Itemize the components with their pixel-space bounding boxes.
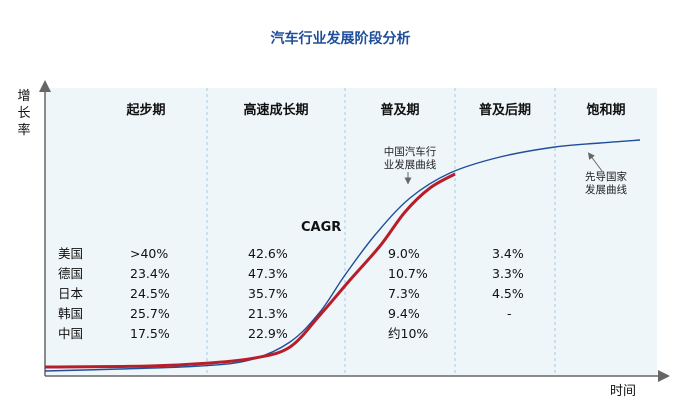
annotation-line: 业发展曲线 <box>384 158 437 171</box>
table-cell: 4.5% <box>492 286 524 301</box>
table-cell: 21.3% <box>248 306 288 321</box>
table-cell: 24.5% <box>130 286 170 301</box>
table-cell: 7.3% <box>388 286 420 301</box>
table-country: 日本 <box>58 286 84 301</box>
table-cell: 42.6% <box>248 246 288 261</box>
stage-label: 高速成长期 <box>243 102 308 118</box>
annotation-leader-arrow <box>587 152 603 172</box>
chart-title: 汽车行业发展阶段分析 <box>270 31 411 47</box>
table-cell: 25.7% <box>130 306 170 321</box>
table-cell: 3.4% <box>492 246 524 261</box>
table-cell: 17.5% <box>130 326 170 341</box>
cagr-table: 美国 >40% 42.6% 9.0% 3.4% 德国 23.4% 47.3% 10.7% 3.3%… <box>58 246 524 341</box>
annotation-china-curve: 中国汽车行业发展曲线 <box>384 145 437 171</box>
table-country: 美国 <box>58 246 83 261</box>
annotation-line: 发展曲线 <box>585 183 627 196</box>
series-china-curve <box>44 172 456 369</box>
table-country: 中国 <box>58 326 83 341</box>
stage-label: 普及后期 <box>479 102 531 118</box>
table-cell: 3.3% <box>492 266 524 281</box>
stage-label: 普及期 <box>380 102 419 118</box>
x-axis-label: 时间 <box>610 384 636 399</box>
stage-dividers <box>206 88 556 376</box>
table-cell: 47.3% <box>248 266 288 281</box>
table-cell: 35.7% <box>248 286 288 301</box>
annotation-line: 中国汽车行 <box>384 145 437 158</box>
y-axis-label-char: 率 <box>17 122 30 138</box>
stage-label: 饱和期 <box>585 102 625 118</box>
y-axis-label: 增长率 <box>17 89 30 138</box>
table-cell: 10.7% <box>388 266 428 281</box>
table-header-cagr: CAGR <box>301 220 341 235</box>
table-cell: 22.9% <box>248 326 288 341</box>
table-cell: - <box>507 306 512 321</box>
table-cell: 23.4% <box>130 266 170 281</box>
annotation-line: 先导国家 <box>585 170 627 183</box>
stage-labels: 起步期 高速成长期 普及期 普及后期 饱和期 <box>125 102 625 118</box>
y-axis-label-char: 增 <box>17 89 30 104</box>
table-cell: 9.0% <box>388 246 420 261</box>
table-cell: 9.4% <box>388 306 420 321</box>
stage-label: 起步期 <box>125 102 165 118</box>
table-country: 韩国 <box>58 306 83 321</box>
y-axis-label-char: 长 <box>17 106 30 121</box>
table-country: 德国 <box>58 266 83 281</box>
annotation-leader-curve: 先导国家发展曲线 <box>585 170 627 196</box>
table-cell: >40% <box>130 246 168 261</box>
table-cell: 约10% <box>388 326 428 341</box>
series-leader-curve <box>44 139 641 372</box>
